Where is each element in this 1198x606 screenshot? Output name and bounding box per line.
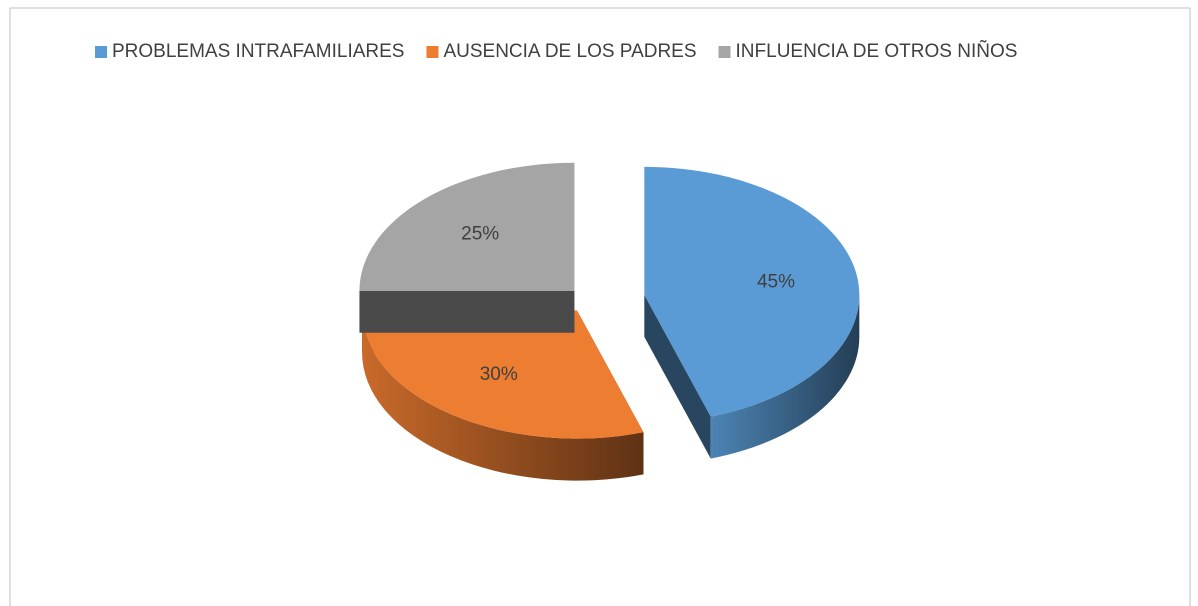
slice-wall: [710, 294, 860, 459]
pie-slice: 25%: [359, 162, 575, 333]
slice-top: [644, 166, 860, 417]
data-label: 45%: [757, 271, 795, 292]
data-label: 25%: [461, 224, 499, 245]
slice-wall: [362, 310, 644, 481]
slice-side: [644, 294, 711, 459]
legend-label: PROBLEMAS INTRAFAMILIARES: [112, 41, 404, 62]
pie-slice: 45%: [644, 166, 860, 459]
chart-border: [9, 7, 1191, 606]
legend-label: INFLUENCIA DE OTROS NIÑOS: [736, 40, 1018, 62]
legend-swatch: [95, 46, 107, 58]
slice-top: [362, 310, 644, 439]
data-label: 30%: [480, 364, 518, 385]
slice-side: [359, 290, 575, 333]
legend-swatch: [426, 46, 439, 58]
slice-top: [359, 162, 575, 291]
legend-swatch: [718, 46, 731, 58]
legend-label: AUSENCIA DE LOS PADRES: [443, 41, 696, 62]
